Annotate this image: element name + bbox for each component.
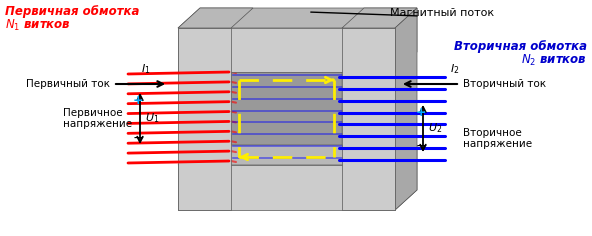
- Text: Вторичное
напряжение: Вторичное напряжение: [463, 128, 532, 149]
- Text: Вторичный ток: Вторичный ток: [463, 79, 546, 89]
- Text: Магнитный поток: Магнитный поток: [390, 8, 494, 18]
- Bar: [178, 28, 231, 210]
- Text: +: +: [416, 106, 426, 119]
- Text: $I_1$: $I_1$: [141, 62, 150, 76]
- Polygon shape: [342, 8, 417, 28]
- Polygon shape: [178, 8, 253, 28]
- Text: $U_2$: $U_2$: [428, 122, 442, 135]
- Bar: [178, 28, 395, 72]
- Text: $N_2$ витков: $N_2$ витков: [521, 53, 587, 68]
- Polygon shape: [395, 145, 417, 210]
- Text: Первичное
напряжение: Первичное напряжение: [63, 108, 133, 129]
- Polygon shape: [178, 145, 417, 165]
- Bar: [342, 28, 395, 210]
- Text: −: −: [132, 131, 144, 145]
- Bar: [231, 72, 342, 165]
- Text: Вторичная обмотка: Вторичная обмотка: [454, 40, 587, 53]
- Text: $N_1$ витков: $N_1$ витков: [5, 18, 71, 33]
- Polygon shape: [395, 8, 417, 210]
- Text: Первичная обмотка: Первичная обмотка: [5, 5, 139, 18]
- Bar: [178, 165, 395, 210]
- Text: $I_2$: $I_2$: [451, 62, 460, 76]
- Text: Первичный ток: Первичный ток: [26, 79, 110, 89]
- Text: +: +: [133, 94, 143, 107]
- Polygon shape: [395, 8, 417, 72]
- Text: $U_1$: $U_1$: [145, 112, 159, 125]
- Polygon shape: [178, 8, 417, 28]
- Text: −: −: [415, 139, 427, 153]
